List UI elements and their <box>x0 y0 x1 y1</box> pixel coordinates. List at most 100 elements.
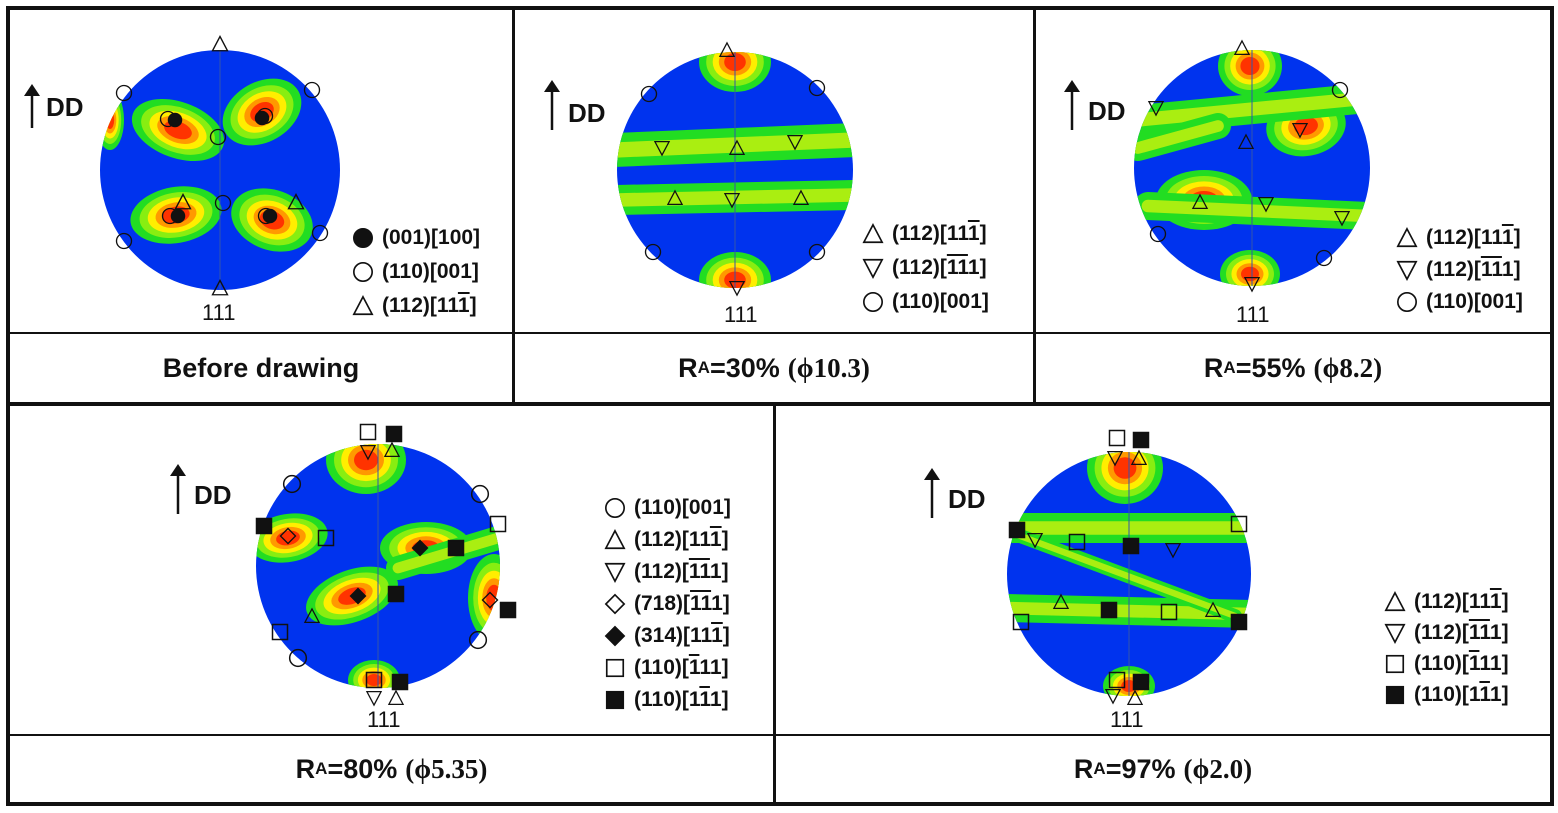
caption-diameter: (ϕ10.3) <box>787 352 870 383</box>
dd-arrow-ra55: DD <box>1060 80 1126 135</box>
circle-open-marker <box>808 79 826 97</box>
bottom-caption-line <box>6 734 1554 736</box>
circle-open-marker <box>640 85 658 103</box>
circle-open-marker <box>209 128 227 146</box>
caption-diameter: (ϕ8.2) <box>1313 352 1383 383</box>
square-open-icon <box>605 658 625 678</box>
legend-label: (001)[100] <box>382 226 481 249</box>
square-filled-icon <box>1385 685 1405 705</box>
circle-open-icon <box>605 498 625 518</box>
circle-filled-marker <box>167 112 183 128</box>
triangle-down-icon <box>862 258 884 279</box>
bottom-row-frame <box>6 402 1554 806</box>
legend-label: (110)[111] <box>634 656 729 679</box>
square-open-marker <box>1108 429 1126 447</box>
circle-filled-icon <box>353 228 373 248</box>
legend-item: (110)[111] <box>1384 652 1509 676</box>
legend-label: (718)[111] <box>634 592 730 615</box>
legend-label: (112)[111] <box>382 294 477 317</box>
caption-r: R <box>1203 352 1224 383</box>
bottom-divider <box>773 402 776 806</box>
up-arrow-icon <box>24 84 40 128</box>
circle-filled-marker <box>262 208 278 224</box>
caption-sub: A <box>1093 759 1106 778</box>
circle-open-marker <box>282 474 302 494</box>
square-open-marker <box>365 671 383 689</box>
square-filled-marker <box>387 585 405 603</box>
diamond-open-marker <box>481 591 499 609</box>
triangle-up-marker <box>387 689 405 706</box>
legend-item: (001)[100] <box>352 226 480 250</box>
up-arrow-icon <box>544 80 560 130</box>
legend-label: (112)[111] <box>892 256 987 279</box>
square-filled-marker <box>255 517 273 535</box>
dd-label: DD <box>568 98 606 128</box>
triangle-up-marker <box>1126 689 1144 706</box>
triangle-up-marker <box>211 35 229 52</box>
triangle-down-marker <box>1026 532 1044 549</box>
triangle-up-icon <box>1384 591 1406 612</box>
square-open-marker <box>489 515 507 533</box>
circle-open-marker <box>470 484 490 504</box>
dd-arrow-ra30: DD <box>540 80 606 135</box>
triangle-down-marker <box>1106 450 1124 467</box>
caption-text: Before drawing <box>162 352 360 383</box>
dd-label: DD <box>46 92 84 122</box>
triangle-down-marker <box>1164 542 1182 559</box>
triangle-down-marker <box>723 192 741 209</box>
top-divider-2 <box>1033 6 1036 406</box>
triangle-up-marker <box>666 189 684 206</box>
square-filled-icon <box>605 690 625 710</box>
legend-label: (112)[111] <box>1426 226 1521 249</box>
dd-arrow-ra97: DD <box>920 468 986 523</box>
caption-before-drawing: Before drawing <box>10 336 512 400</box>
triangle-down-marker <box>1147 100 1165 117</box>
square-filled-marker <box>1008 521 1026 539</box>
diamond-filled-marker <box>349 587 367 605</box>
triangle-down-marker <box>365 690 383 707</box>
square-open-marker <box>1068 533 1086 551</box>
pole-label-ra97: 111 <box>1110 707 1144 732</box>
triangle-up-icon <box>1396 227 1418 248</box>
circle-open-marker <box>311 224 329 242</box>
triangle-down-marker <box>359 444 377 461</box>
triangle-down-marker <box>1243 276 1261 293</box>
caption-sub: A <box>697 358 710 377</box>
legend-item: (112)[111] <box>1384 590 1509 614</box>
triangle-up-marker <box>383 441 401 458</box>
dd-label: DD <box>1088 96 1126 126</box>
pole-figure-before-drawing <box>100 35 340 296</box>
legend-label: (112)[111] <box>892 222 987 245</box>
caption-value: =80% <box>327 753 398 784</box>
circle-open-icon <box>353 262 373 282</box>
caption-r: R <box>678 352 698 383</box>
square-filled-marker <box>1132 431 1150 449</box>
triangle-up-marker <box>1130 449 1148 466</box>
legend-label: (110)[001] <box>634 496 731 519</box>
legend-label: (314)[111] <box>634 624 730 647</box>
triangle-up-marker <box>728 139 746 156</box>
dd-arrow-before: DD <box>20 84 84 133</box>
triangle-up-marker <box>303 607 321 624</box>
pole-label-ra30: 111 <box>724 302 758 327</box>
square-filled-marker <box>447 539 465 557</box>
triangle-down-icon <box>1384 623 1406 644</box>
legend-label: (110)[001] <box>1426 290 1523 313</box>
pole-figure-ra97 <box>1007 429 1251 706</box>
square-open-icon <box>1385 654 1405 674</box>
diamond-filled-marker <box>411 539 429 557</box>
square-open-marker <box>1230 515 1248 533</box>
circle-open-marker <box>468 630 488 650</box>
caption-value: =30% <box>709 352 780 383</box>
triangle-up-marker <box>1052 593 1070 610</box>
pole-figure-ra30 <box>617 41 853 297</box>
caption-sub: A <box>1223 358 1236 377</box>
pole-figure-ra55 <box>1134 39 1370 293</box>
triangle-up-icon <box>604 529 626 550</box>
square-open-marker <box>359 423 377 441</box>
legend-label: (110)[001] <box>892 290 989 313</box>
pole-label-before: 111 <box>202 300 236 325</box>
legend-item: (110)[111] <box>604 656 729 680</box>
triangle-up-marker <box>1204 601 1222 618</box>
square-filled-marker <box>385 425 403 443</box>
